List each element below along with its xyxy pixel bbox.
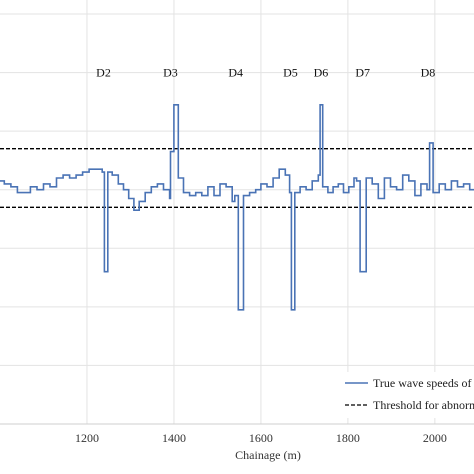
threshold-lines [0, 148, 474, 208]
annotation-label: D8 [421, 66, 436, 80]
annotation-label: D3 [163, 66, 178, 80]
grid [0, 0, 474, 425]
x-tick-label: 2000 [423, 431, 447, 445]
legend-label-threshold: Threshold for abnorm [373, 398, 474, 412]
x-tick-label: 1200 [75, 431, 99, 445]
annotations: D2 D3 D4 D5 D6 D7 D8 [96, 66, 435, 80]
x-tick-label: 1600 [249, 431, 273, 445]
series-group [0, 104, 474, 311]
annotation-label: D4 [228, 66, 243, 80]
legend: True wave speeds of Threshold for abnorm [338, 372, 474, 418]
x-tick-label: 1400 [162, 431, 186, 445]
annotation-label: D6 [314, 66, 329, 80]
legend-label-series: True wave speeds of [373, 376, 472, 390]
series-line-wave-speed [0, 104, 474, 311]
legend-box [338, 372, 474, 418]
annotation-label: D5 [283, 66, 298, 80]
annotation-label: D2 [96, 66, 111, 80]
x-axis-ticks: 1200 1400 1600 1800 2000 [75, 431, 447, 445]
x-tick-label: 1800 [336, 431, 360, 445]
x-axis-title: Chainage (m) [235, 448, 301, 462]
annotation-label: D7 [355, 66, 370, 80]
